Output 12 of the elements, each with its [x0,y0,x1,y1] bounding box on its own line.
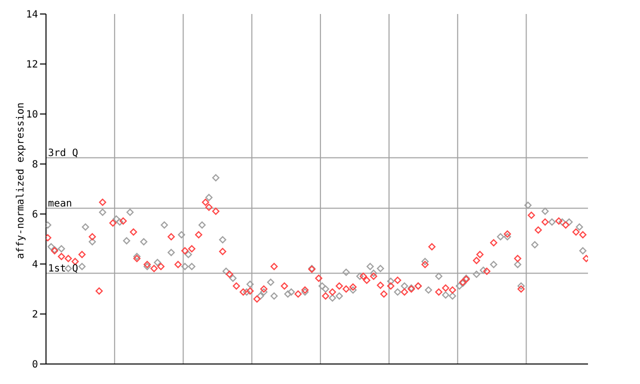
y-tick-label: 10 [26,110,38,121]
y-tick-label: 2 [32,310,38,321]
y-tick-label: 8 [32,160,38,171]
y-tick-label: 14 [26,10,38,21]
y-tick-label: 4 [32,260,38,271]
y-tick-label: 6 [32,210,38,221]
ref-line-label: 1st Q [48,263,78,274]
y-axis-title: affy-normalized expression [16,102,27,259]
y-tick-label: 12 [26,60,38,71]
ref-line-label: 3rd Q [48,148,78,159]
y-tick-label: 0 [32,360,38,371]
ref-line-label: mean [48,198,72,210]
